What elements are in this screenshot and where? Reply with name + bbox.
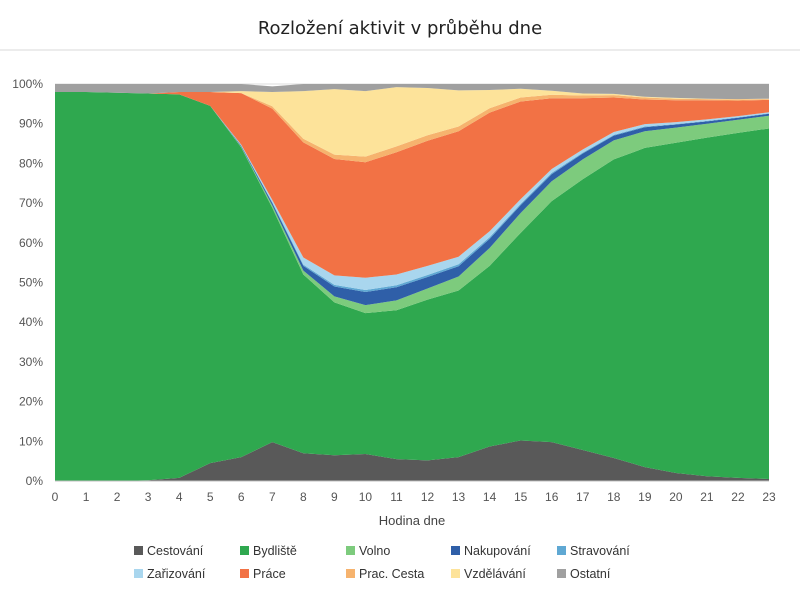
x-tick-label: 13 <box>452 490 466 504</box>
x-tick-label: 2 <box>114 490 121 504</box>
x-tick-label: 4 <box>176 490 183 504</box>
x-axis-title: Hodina dne <box>379 513 446 528</box>
x-tick-label: 22 <box>731 490 745 504</box>
y-tick-label: 80% <box>19 156 43 170</box>
y-tick-label: 50% <box>19 276 43 290</box>
x-tick-label: 1 <box>83 490 90 504</box>
x-tick-label: 10 <box>359 490 373 504</box>
legend-label: Ostatní <box>570 567 611 581</box>
x-tick-label: 20 <box>669 490 683 504</box>
legend-swatch <box>557 546 566 555</box>
y-tick-label: 30% <box>19 355 43 369</box>
x-tick-label: 6 <box>238 490 245 504</box>
legend-swatch <box>346 546 355 555</box>
chart-title: Rozložení aktivit v průběhu dne <box>257 18 543 39</box>
legend-swatch <box>240 569 249 578</box>
x-tick-label: 17 <box>576 490 590 504</box>
x-tick-label: 7 <box>269 490 276 504</box>
legend-swatch <box>451 569 460 578</box>
legend-label: Práce <box>253 567 286 581</box>
legend-swatch <box>557 569 566 578</box>
y-tick-label: 0% <box>26 474 44 488</box>
x-tick-label: 14 <box>483 490 497 504</box>
legend-label: Cestování <box>147 544 204 558</box>
y-tick-label: 70% <box>19 196 43 210</box>
x-tick-label: 8 <box>300 490 307 504</box>
x-tick-label: 9 <box>331 490 338 504</box>
area-vzdelavani <box>55 87 769 157</box>
x-tick-label: 12 <box>421 490 435 504</box>
y-tick-label: 90% <box>19 117 43 131</box>
x-tick-label: 11 <box>390 490 403 504</box>
area-bydliste <box>55 91 769 481</box>
x-tick-label: 16 <box>545 490 559 504</box>
x-tick-label: 18 <box>607 490 621 504</box>
x-tick-label: 15 <box>514 490 528 504</box>
y-tick-label: 40% <box>19 315 43 329</box>
y-tick-label: 100% <box>12 77 43 91</box>
legend-swatch <box>134 569 143 578</box>
x-tick-label: 0 <box>52 490 59 504</box>
area-cestovani <box>55 440 769 481</box>
legend-label: Vzdělávání <box>464 567 526 581</box>
x-tick-label: 3 <box>145 490 152 504</box>
legend-label: Nakupování <box>464 544 531 558</box>
x-tick-label: 21 <box>700 490 714 504</box>
y-tick-label: 10% <box>19 434 43 448</box>
x-tick-label: 5 <box>207 490 214 504</box>
x-tick-label: 23 <box>762 490 776 504</box>
legend-swatch <box>346 569 355 578</box>
legend-swatch <box>240 546 249 555</box>
x-tick-label: 19 <box>638 490 652 504</box>
legend-label: Prac. Cesta <box>359 567 424 581</box>
legend-label: Zařizování <box>147 567 206 581</box>
legend-label: Volno <box>359 544 390 558</box>
area-ostatni <box>55 84 769 100</box>
area-prace <box>55 91 769 278</box>
legend-swatch <box>451 546 460 555</box>
legend-label: Bydliště <box>253 544 297 558</box>
y-tick-label: 20% <box>19 395 43 409</box>
y-tick-label: 60% <box>19 236 43 250</box>
legend-swatch <box>134 546 143 555</box>
legend-label: Stravování <box>570 544 630 558</box>
